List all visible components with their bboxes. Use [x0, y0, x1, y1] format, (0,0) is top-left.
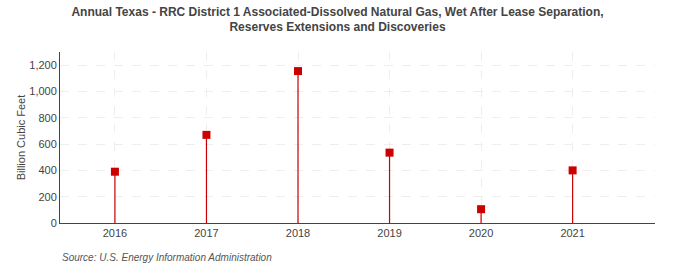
svg-text:2016: 2016 — [103, 227, 127, 239]
svg-text:2018: 2018 — [286, 227, 310, 239]
svg-text:2017: 2017 — [194, 227, 218, 239]
svg-text:400: 400 — [38, 164, 56, 176]
svg-text:2020: 2020 — [469, 227, 493, 239]
svg-text:Annual Texas - RRC District 1: Annual Texas - RRC District 1 Associated… — [71, 5, 603, 35]
svg-text:Source: U.S. Energy Informatio: Source: U.S. Energy Information Administ… — [62, 252, 272, 263]
svg-text:800: 800 — [38, 112, 56, 124]
svg-text:Billion Cubic Feet: Billion Cubic Feet — [15, 95, 27, 181]
svg-text:0: 0 — [51, 217, 57, 229]
svg-text:2019: 2019 — [377, 227, 401, 239]
svg-text:600: 600 — [38, 138, 56, 150]
svg-text:2021: 2021 — [560, 227, 584, 239]
svg-text:200: 200 — [38, 191, 56, 203]
svg-text:1,000: 1,000 — [29, 85, 57, 97]
svg-text:1,200: 1,200 — [29, 59, 57, 71]
